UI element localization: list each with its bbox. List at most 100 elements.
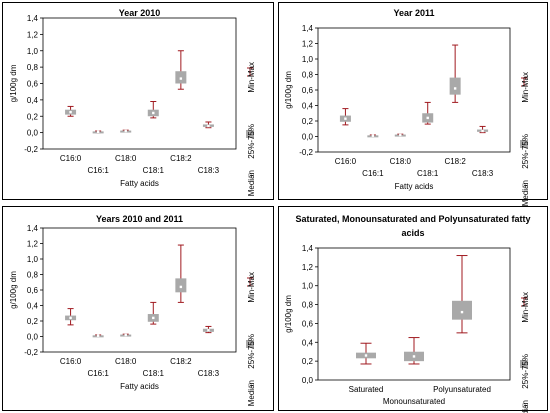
legend-box-icon xyxy=(520,360,528,368)
category-label: C18:3 xyxy=(472,169,494,178)
category-label: Saturated xyxy=(349,385,384,394)
chart-title: Year 2011 xyxy=(393,8,434,18)
legend-iqr-label: 25%-75% xyxy=(247,124,256,159)
y-tick-label: -0,2 xyxy=(24,348,38,357)
y-tick-label: 1,4 xyxy=(27,224,39,233)
y-tick-label: 0,6 xyxy=(302,86,314,95)
legend: Min-Max 25%-75% Median xyxy=(520,292,530,413)
y-axis-label: g/100g dm xyxy=(9,64,18,102)
y-tick-label: 0,2 xyxy=(302,357,314,366)
median-marker xyxy=(412,355,416,358)
y-axis-label: g/100g dm xyxy=(9,271,18,309)
x-axis-label: Fatty acids xyxy=(120,179,159,188)
legend-box-icon xyxy=(246,340,254,348)
y-tick-label: -0,2 xyxy=(24,145,38,154)
plot-frame xyxy=(317,247,511,381)
panel-border xyxy=(2,206,274,411)
category-label: C18:0 xyxy=(115,154,137,163)
box-c18-1 xyxy=(422,101,434,125)
chart-title: Saturated, Monounsaturated and Polyunsat… xyxy=(295,214,530,224)
chart-panel-4: Saturated, Monounsaturated and Polyunsat… xyxy=(278,206,548,413)
y-tick-label: 1,0 xyxy=(27,255,39,264)
legend-median-label: Median xyxy=(521,180,530,206)
median-marker xyxy=(152,111,155,115)
box-c16-1 xyxy=(367,134,379,138)
category-label: C18:0 xyxy=(390,157,412,166)
category-label: C18:3 xyxy=(198,369,220,378)
box-monounsaturated xyxy=(404,337,424,365)
legend-min-max-label: Min-Max xyxy=(247,62,256,93)
box-c16-0 xyxy=(339,108,351,126)
box-c16-1 xyxy=(92,130,104,134)
legend-iqr-label: 25%-75% xyxy=(521,134,530,169)
y-tick-label: 0,6 xyxy=(27,286,39,295)
y-tick-label: 1,0 xyxy=(302,55,314,64)
y-tick-label: 1,2 xyxy=(27,240,39,249)
iqr-box xyxy=(449,77,461,95)
box-c18-2 xyxy=(175,50,187,90)
box-polyunsaturated xyxy=(452,255,472,334)
y-tick-label: 1,2 xyxy=(302,40,314,49)
median-marker xyxy=(344,117,347,120)
legend-median-icon xyxy=(248,173,252,178)
y-tick-label: 0,0 xyxy=(302,133,314,142)
y-tick-label: 0,8 xyxy=(27,271,39,280)
y-tick-label: 1,4 xyxy=(302,244,314,253)
legend: Min-Max 25%-75% Median xyxy=(246,272,256,406)
legend-box-icon xyxy=(520,140,528,148)
y-tick-label: 1,2 xyxy=(302,263,314,272)
legend-box-icon xyxy=(246,130,254,138)
box-c16-0 xyxy=(65,308,77,326)
chart-title-line-2: acids xyxy=(401,228,424,238)
y-tick-label: 0,0 xyxy=(302,376,314,385)
iqr-box xyxy=(452,300,472,320)
y-tick-label: 0,0 xyxy=(27,129,39,138)
chart-title: Year 2010 xyxy=(119,8,161,18)
chart-title: Years 2010 and 2011 xyxy=(96,214,183,224)
legend-median-icon xyxy=(522,403,526,408)
legend-median-icon xyxy=(248,383,252,388)
median-marker xyxy=(426,116,429,120)
median-marker xyxy=(124,129,127,133)
median-marker xyxy=(69,316,72,320)
y-tick-label: 0,2 xyxy=(27,317,39,326)
legend: Min-Max 25%-75% Median xyxy=(520,72,530,206)
category-label: C16:1 xyxy=(87,166,109,175)
box-c18-3 xyxy=(202,121,214,129)
box-c18-3 xyxy=(202,325,214,334)
panel-border xyxy=(278,206,548,411)
y-tick-label: 0,8 xyxy=(302,301,314,310)
y-tick-label: 0,2 xyxy=(302,117,314,126)
iqr-box xyxy=(175,71,187,84)
category-label: Polyunsaturated xyxy=(433,385,491,394)
y-tick-label: 0,4 xyxy=(27,302,39,311)
category-label: C18:2 xyxy=(444,157,466,166)
median-marker xyxy=(207,329,210,332)
y-tick-label: 0,0 xyxy=(27,333,39,342)
legend: Min-Max 25%-75% Median xyxy=(246,62,256,196)
y-tick-label: -0,2 xyxy=(299,148,313,157)
median-marker xyxy=(96,130,100,134)
legend-min-max-label: Min-Max xyxy=(247,272,256,303)
y-tick-label: 0,6 xyxy=(302,319,314,328)
legend-iqr-label: 25%-75% xyxy=(521,354,530,389)
median-marker xyxy=(399,133,402,137)
median-marker xyxy=(179,285,183,289)
y-tick-label: 1,4 xyxy=(27,14,39,23)
panel-border xyxy=(2,2,274,200)
box-saturated xyxy=(356,342,376,365)
panel-border xyxy=(278,2,548,200)
median-marker xyxy=(124,333,127,337)
box-c18-2 xyxy=(175,244,187,303)
box-c18-2 xyxy=(449,44,461,103)
y-tick-label: 0,8 xyxy=(302,71,314,80)
box-c18-0 xyxy=(120,333,132,337)
y-tick-label: 0,8 xyxy=(27,63,39,72)
category-label: C18:2 xyxy=(170,154,192,163)
y-axis-label: g/100g dm xyxy=(284,71,293,109)
category-label: C18:1 xyxy=(417,169,439,178)
chart-panel-1: Year 2010 -0,2 0,0 0,2 0,4 0,6 0,8 1,0 1,2 1,4 g/1… xyxy=(2,2,274,200)
category-label: C18:2 xyxy=(170,357,192,366)
median-marker xyxy=(69,110,72,114)
